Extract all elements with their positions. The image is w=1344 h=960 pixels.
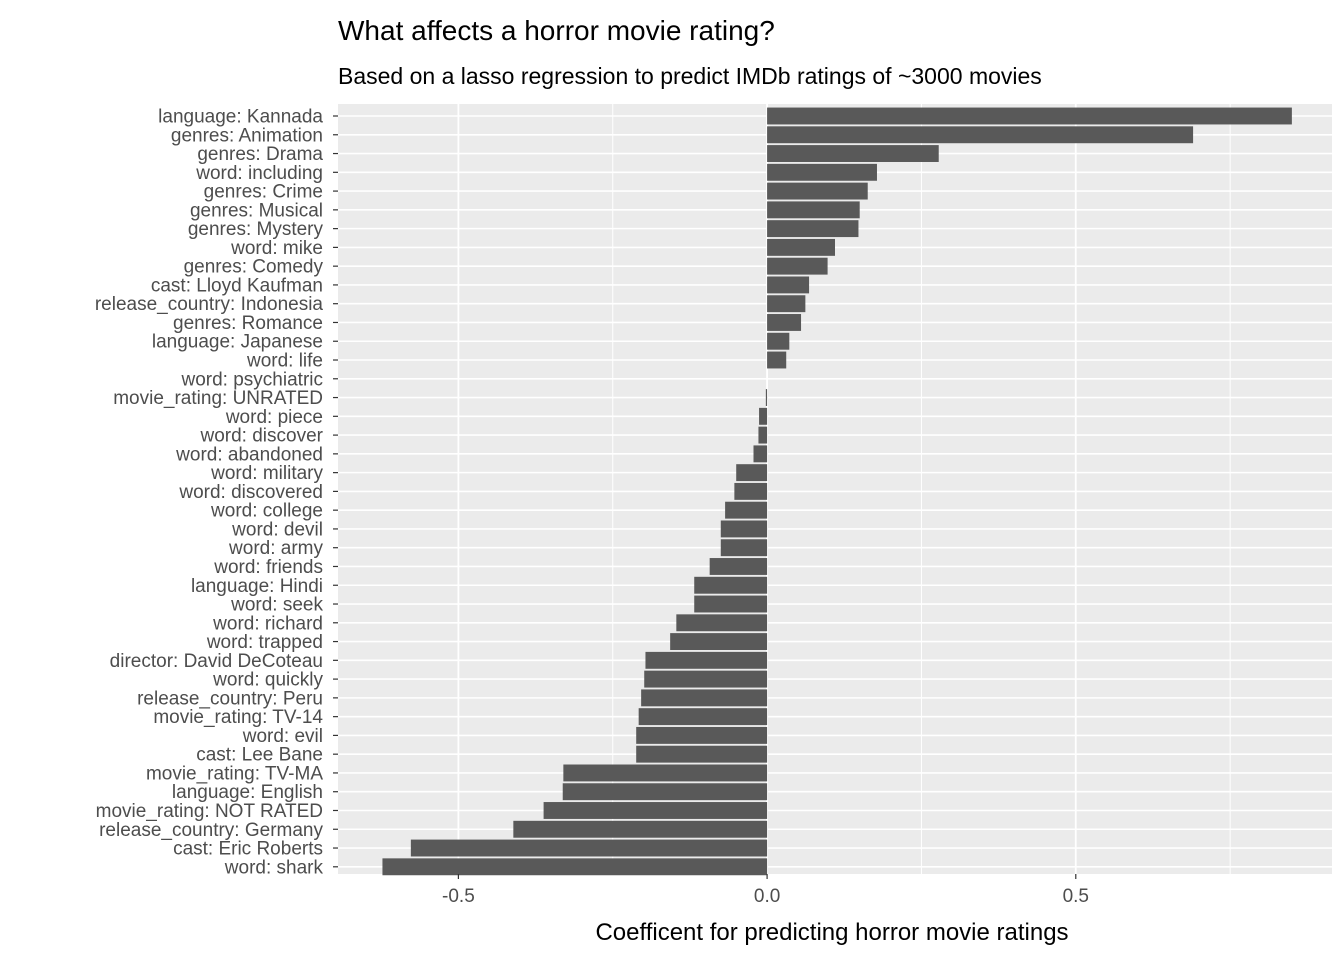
bar bbox=[765, 389, 768, 406]
bar bbox=[638, 708, 768, 726]
y-tick-label: release_country: Peru bbox=[137, 688, 323, 709]
bar bbox=[676, 614, 768, 632]
bar bbox=[767, 257, 828, 275]
y-tick-label: word: discovered bbox=[178, 482, 323, 503]
y-tick-label: word: quickly bbox=[212, 670, 323, 691]
bar bbox=[543, 802, 768, 819]
y-tick-label: genres: Comedy bbox=[184, 257, 324, 278]
y-tick-label: genres: Romance bbox=[173, 313, 323, 334]
bar bbox=[759, 407, 768, 425]
y-tick-label: word: life bbox=[246, 351, 323, 372]
y-tick-label: movie_rating: TV-MA bbox=[146, 763, 323, 784]
y-tick-label: word: psychiatric bbox=[181, 369, 324, 390]
y-tick-label: word: piece bbox=[225, 407, 323, 428]
bar bbox=[709, 558, 768, 575]
y-tick-label: movie_rating: UNRATED bbox=[113, 388, 323, 409]
y-tick-label: movie_rating: TV-14 bbox=[153, 707, 323, 728]
y-tick-label: language: Hindi bbox=[191, 576, 323, 597]
y-tick-label: genres: Animation bbox=[171, 125, 323, 146]
chart-subtitle: Based on a lasso regression to predict I… bbox=[338, 63, 1042, 89]
bar bbox=[694, 595, 768, 613]
bar bbox=[767, 182, 868, 200]
y-tick-label: word: evil bbox=[242, 726, 323, 747]
y-tick-label: genres: Drama bbox=[197, 144, 323, 165]
y-tick-label: word: college bbox=[210, 501, 323, 522]
bar bbox=[767, 238, 835, 256]
bar bbox=[636, 726, 768, 744]
y-tick-label: language: Japanese bbox=[152, 332, 323, 353]
bar bbox=[641, 689, 768, 707]
bar bbox=[767, 126, 1194, 144]
bar bbox=[767, 351, 787, 369]
y-tick-label: word: army bbox=[228, 538, 323, 559]
bar bbox=[410, 839, 768, 857]
y-tick-label: word: friends bbox=[213, 557, 323, 578]
y-tick-label: word: richard bbox=[212, 613, 323, 634]
y-tick-label: word: including bbox=[195, 163, 323, 184]
x-tick-label: -0.5 bbox=[442, 886, 475, 907]
y-tick-label: cast: Eric Roberts bbox=[173, 839, 323, 860]
y-tick-label: word: discover bbox=[200, 426, 324, 447]
y-tick-label: word: abandoned bbox=[175, 444, 323, 465]
bar bbox=[720, 520, 768, 538]
bar bbox=[767, 314, 802, 331]
bar bbox=[720, 539, 768, 557]
bar bbox=[758, 426, 768, 444]
bar bbox=[767, 276, 810, 294]
y-tick-label: director: David DeCoteau bbox=[110, 651, 323, 672]
bar bbox=[645, 651, 768, 669]
y-tick-label: word: military bbox=[210, 463, 323, 484]
bar bbox=[734, 482, 768, 500]
grid-lines bbox=[338, 104, 1332, 874]
bar bbox=[767, 220, 859, 238]
y-tick-label: movie_rating: NOT RATED bbox=[96, 801, 323, 822]
bar bbox=[670, 633, 768, 651]
y-tick-label: cast: Lee Bane bbox=[196, 745, 323, 766]
bar bbox=[644, 670, 768, 688]
y-tick-label: word: shark bbox=[224, 857, 324, 878]
y-tick-label: release_country: Germany bbox=[99, 820, 323, 841]
bar bbox=[562, 783, 768, 801]
plot-panel bbox=[338, 104, 1332, 874]
bar bbox=[736, 464, 768, 482]
x-axis-tick-labels: -0.5 0.0 0.5 bbox=[442, 874, 1089, 907]
bar bbox=[767, 201, 860, 219]
y-tick-label: word: seek bbox=[230, 595, 323, 616]
bar bbox=[694, 576, 768, 594]
y-tick-label: language: English bbox=[172, 782, 323, 803]
x-axis-label: Coefficent for predicting horror movie r… bbox=[595, 919, 1068, 946]
bar bbox=[636, 745, 768, 763]
y-tick-label: genres: Musical bbox=[190, 200, 323, 221]
bar bbox=[563, 764, 768, 782]
y-tick-label: genres: Crime bbox=[204, 182, 323, 203]
bar bbox=[382, 858, 768, 876]
bar bbox=[767, 145, 939, 162]
bar bbox=[513, 820, 768, 838]
y-tick-label: word: mike bbox=[230, 238, 323, 259]
y-tick-label: word: devil bbox=[231, 519, 323, 540]
bar bbox=[753, 445, 768, 463]
bar bbox=[767, 107, 1292, 125]
y-tick-label: language: Kannada bbox=[158, 107, 323, 128]
bar bbox=[767, 163, 877, 181]
bars bbox=[382, 107, 1292, 876]
x-tick-label: 0.0 bbox=[754, 886, 780, 907]
x-tick-label: 0.5 bbox=[1063, 886, 1089, 907]
y-tick-label: release_country: Indonesia bbox=[95, 294, 324, 315]
y-tick-label: genres: Mystery bbox=[188, 219, 324, 240]
chart-title: What affects a horror movie rating? bbox=[338, 15, 775, 46]
y-tick-label: cast: Lloyd Kaufman bbox=[151, 275, 323, 296]
bar bbox=[767, 332, 790, 350]
bar bbox=[767, 295, 806, 313]
bar bbox=[725, 501, 768, 519]
y-tick-label: word: trapped bbox=[206, 632, 323, 653]
